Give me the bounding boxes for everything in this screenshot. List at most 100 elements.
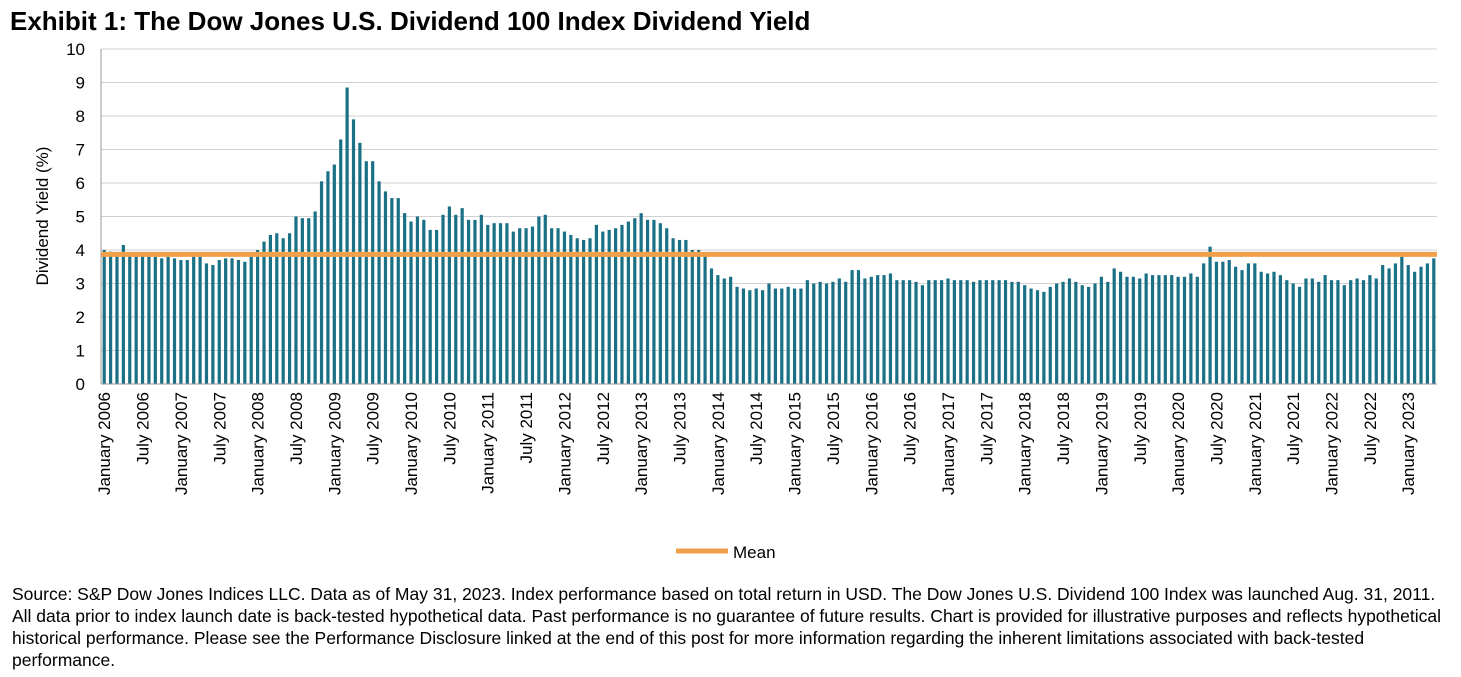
x-tick-label: January 2020 — [1169, 392, 1188, 495]
bar — [1234, 266, 1238, 384]
bar — [1067, 278, 1072, 384]
bar — [709, 268, 714, 384]
bar — [799, 288, 803, 384]
bar — [262, 241, 266, 384]
y-axis-label: Dividend Yield (%) — [33, 147, 52, 286]
x-tick-label: January 2008 — [249, 392, 268, 495]
bar — [1387, 268, 1391, 384]
x-tick-label: July 2020 — [1207, 392, 1226, 465]
x-tick-label: July 2019 — [1131, 392, 1150, 465]
bar — [466, 219, 471, 384]
y-tick-label: 10 — [66, 40, 85, 59]
bar — [192, 256, 196, 384]
bar — [818, 281, 822, 384]
bar — [1202, 263, 1206, 384]
bar — [1189, 273, 1193, 384]
bar — [1074, 281, 1078, 384]
bar — [243, 261, 247, 384]
bar — [562, 231, 567, 384]
x-tick-label: January 2007 — [172, 392, 191, 495]
bar — [1285, 280, 1289, 384]
bar — [1381, 265, 1385, 384]
bar — [952, 280, 956, 384]
bar — [166, 256, 170, 384]
x-tick-label: July 2011 — [517, 392, 536, 464]
x-tick-label: January 2006 — [95, 392, 114, 495]
bar — [377, 181, 381, 384]
bar — [550, 228, 554, 384]
bar — [569, 234, 573, 384]
bar — [773, 288, 777, 384]
bar — [422, 219, 426, 384]
bar — [645, 219, 650, 384]
bar — [582, 239, 586, 384]
bar — [1144, 273, 1148, 384]
bar — [1349, 280, 1353, 384]
bar — [1304, 278, 1308, 384]
bar — [1080, 285, 1084, 384]
bar — [1310, 278, 1314, 384]
bar — [971, 281, 976, 384]
x-tick-label: July 2017 — [977, 392, 996, 465]
bar — [594, 224, 599, 384]
bar — [371, 161, 375, 384]
bar — [518, 228, 522, 384]
bar — [108, 251, 113, 384]
x-tick-label: July 2021 — [1284, 392, 1303, 465]
x-tick-label: January 2015 — [786, 392, 805, 495]
x-tick-label: January 2014 — [709, 392, 728, 495]
bar — [1055, 283, 1059, 384]
bar — [1176, 276, 1180, 384]
bar — [792, 288, 797, 384]
bar — [1125, 276, 1129, 384]
bar — [722, 278, 726, 384]
bar — [658, 223, 662, 384]
bar — [319, 181, 324, 384]
bar — [339, 139, 343, 384]
x-tick-label: July 2015 — [824, 392, 843, 465]
bar — [537, 216, 541, 384]
bar — [856, 270, 861, 384]
bar — [390, 198, 394, 384]
bar — [1138, 278, 1142, 384]
x-tick-label: January 2009 — [325, 392, 344, 495]
bar — [920, 285, 925, 384]
bar — [460, 208, 464, 384]
x-tick-label: July 2007 — [210, 392, 229, 465]
bar — [1246, 263, 1251, 384]
bar — [1419, 266, 1423, 384]
bar — [927, 280, 931, 384]
x-tick-label: January 2013 — [632, 392, 651, 495]
bar — [313, 211, 317, 384]
bar — [1099, 276, 1104, 384]
bar — [364, 161, 368, 384]
bar — [185, 260, 189, 384]
bar — [761, 290, 765, 384]
y-tick-label: 5 — [76, 208, 85, 227]
bar — [230, 258, 234, 384]
bar — [767, 283, 771, 384]
bar — [620, 224, 624, 384]
bar — [991, 280, 995, 384]
bar — [882, 275, 886, 384]
bar — [805, 280, 809, 384]
bar — [479, 214, 483, 384]
x-tick-label: July 2016 — [901, 392, 920, 465]
bar — [1023, 285, 1027, 384]
bar — [486, 224, 490, 384]
x-tick-label: July 2018 — [1054, 392, 1073, 465]
bar — [505, 223, 509, 384]
bar — [134, 255, 138, 384]
bar — [1432, 258, 1436, 384]
bar — [613, 228, 618, 384]
bar — [1087, 286, 1091, 384]
chart-title: Exhibit 1: The Dow Jones U.S. Dividend 1… — [10, 6, 810, 36]
bar — [978, 280, 982, 384]
bar — [633, 218, 637, 384]
x-tick-label: January 2017 — [939, 392, 958, 495]
bar — [511, 231, 515, 384]
bar — [115, 255, 119, 384]
bar — [876, 275, 880, 384]
x-tick-label: January 2023 — [1399, 392, 1418, 495]
